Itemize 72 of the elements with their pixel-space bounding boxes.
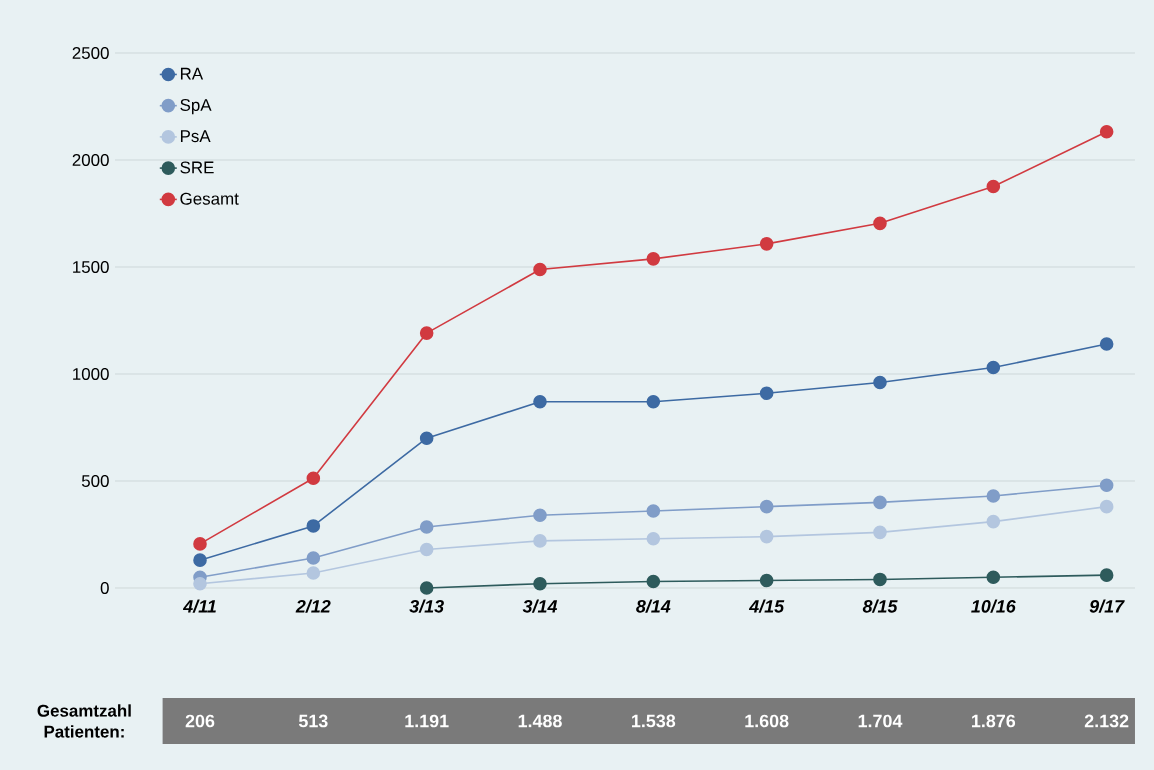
point: [533, 262, 547, 277]
point: [646, 252, 661, 266]
x-tick-label: 3/13: [409, 599, 444, 613]
data-label: 1.704: [858, 714, 903, 728]
y-tick-label: 2000: [72, 153, 109, 166]
x-tick-label: 3/14: [522, 599, 558, 613]
x-tick-label: 4/11: [182, 599, 216, 613]
data-label: 1.488: [518, 714, 562, 728]
x-tick-label: 10/16: [971, 599, 1016, 613]
point: [419, 326, 434, 340]
point: [1099, 124, 1114, 139]
y-tick-label: 0: [100, 581, 109, 594]
data-label: 2.132: [1084, 714, 1129, 728]
point: [986, 514, 1001, 529]
x-tick-label: 4/15: [748, 599, 785, 613]
data-label: 513: [298, 714, 328, 728]
point: [306, 551, 321, 565]
point: [419, 520, 434, 534]
x-tick-label: 9/17: [1089, 599, 1125, 613]
point: [533, 576, 547, 591]
data-label: 206: [185, 714, 215, 728]
point: [533, 534, 547, 548]
y-tick-label: 1500: [73, 260, 109, 273]
point: [873, 216, 887, 231]
y-tick-label: 2500: [72, 46, 109, 59]
data-label: 1.191: [405, 714, 449, 728]
point: [759, 529, 774, 544]
legend-label: SRE: [180, 161, 214, 174]
point: [646, 395, 661, 409]
legend-label: RA: [180, 67, 204, 80]
point: [873, 572, 887, 587]
point: [646, 531, 661, 546]
point: [193, 576, 207, 591]
legend-label: SpA: [180, 99, 212, 115]
point: [759, 237, 774, 251]
point: [759, 386, 774, 401]
x-tick-label: 8/14: [636, 599, 671, 613]
point: [986, 570, 1001, 585]
point: [533, 508, 547, 523]
point: [193, 553, 207, 567]
point: [306, 471, 321, 485]
y-tick-label: 500: [81, 474, 109, 487]
point: [419, 581, 434, 595]
point: [306, 519, 321, 533]
point: [1099, 478, 1114, 493]
point: [873, 525, 887, 540]
legend-label: Gesamt: [180, 192, 239, 205]
point: [986, 360, 1001, 375]
data-label: 1.876: [972, 714, 1016, 728]
point: [873, 375, 887, 390]
data-label: 1.608: [745, 714, 789, 728]
point: [646, 504, 661, 518]
data-label: 1.538: [632, 714, 676, 728]
point: [646, 574, 661, 589]
point: [986, 489, 1001, 503]
y-tick-label: 1000: [73, 367, 109, 380]
point: [1099, 568, 1114, 582]
point: [306, 566, 321, 580]
point: [419, 431, 434, 445]
point: [1099, 337, 1114, 351]
legend-label: PsA: [180, 130, 211, 143]
point: [759, 573, 774, 588]
x-tick-label: 2/12: [295, 599, 331, 613]
point: [419, 542, 434, 557]
point: [1099, 499, 1114, 514]
text: Gesamtzahl Patienten:: [37, 704, 131, 738]
point: [986, 179, 1001, 194]
point: [873, 495, 887, 510]
point: [759, 499, 774, 514]
point: [533, 395, 547, 409]
point: [193, 537, 207, 551]
x-tick-label: 8/15: [862, 599, 898, 613]
